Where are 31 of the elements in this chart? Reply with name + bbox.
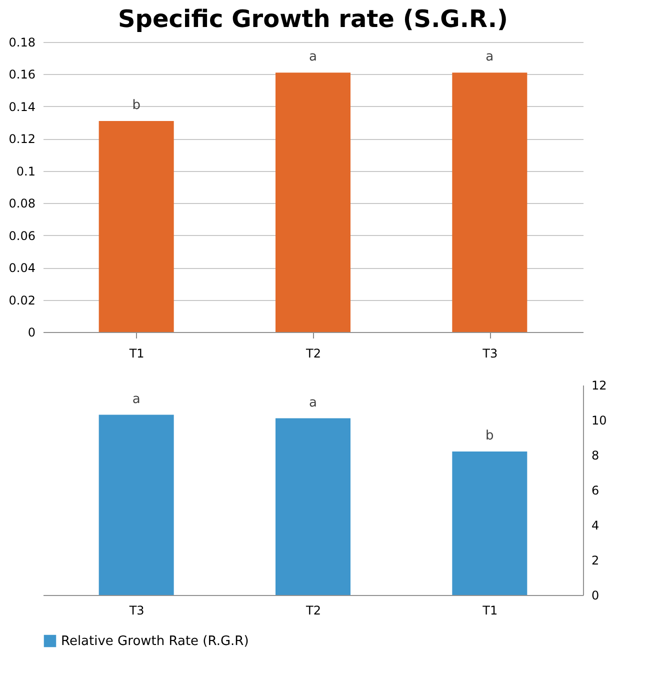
y-tick-label: 0.18 bbox=[8, 36, 36, 50]
y-tick-label: 0.16 bbox=[8, 68, 36, 82]
y2-tick-label: 4 bbox=[592, 518, 600, 532]
y2-tick-label: 2 bbox=[592, 554, 600, 568]
y2-tick-label: 10 bbox=[592, 414, 607, 428]
x-tick-label: T2 bbox=[305, 346, 321, 360]
annotation: a bbox=[309, 395, 317, 410]
x-tick-label: T1 bbox=[482, 604, 498, 618]
y2-tick-label: 12 bbox=[592, 378, 607, 392]
y-tick-label: 0.02 bbox=[8, 293, 36, 308]
x-tick-label: T2 bbox=[305, 604, 321, 618]
y-tick-label: 0.12 bbox=[8, 132, 36, 146]
x-tick-label: T1 bbox=[128, 346, 144, 360]
x-tick-label: T3 bbox=[482, 346, 498, 360]
y2-tick-label: 8 bbox=[592, 448, 600, 462]
annotation: a bbox=[486, 50, 494, 65]
y-tick-label: 0.08 bbox=[8, 196, 36, 211]
y2-tick-label: 0 bbox=[592, 588, 600, 602]
chart-title: Specific Growth rate (S.G.R.) bbox=[118, 5, 508, 33]
y-tick-label: 0.1 bbox=[16, 164, 36, 178]
annotation: b bbox=[486, 428, 494, 444]
y2-tick-label: 6 bbox=[592, 484, 600, 498]
annotation: a bbox=[132, 392, 140, 407]
y-tick-label: 0 bbox=[28, 326, 36, 340]
y-tick-label: 0.04 bbox=[8, 261, 36, 276]
legend-label: Relative Growth Rate (R.G.R) bbox=[61, 634, 249, 649]
y-tick-label: 0.14 bbox=[8, 100, 36, 114]
y-tick-label: 0.06 bbox=[8, 228, 36, 243]
annotation: b bbox=[132, 98, 140, 113]
x-tick-label: T3 bbox=[128, 604, 144, 618]
annotation: a bbox=[309, 50, 317, 65]
